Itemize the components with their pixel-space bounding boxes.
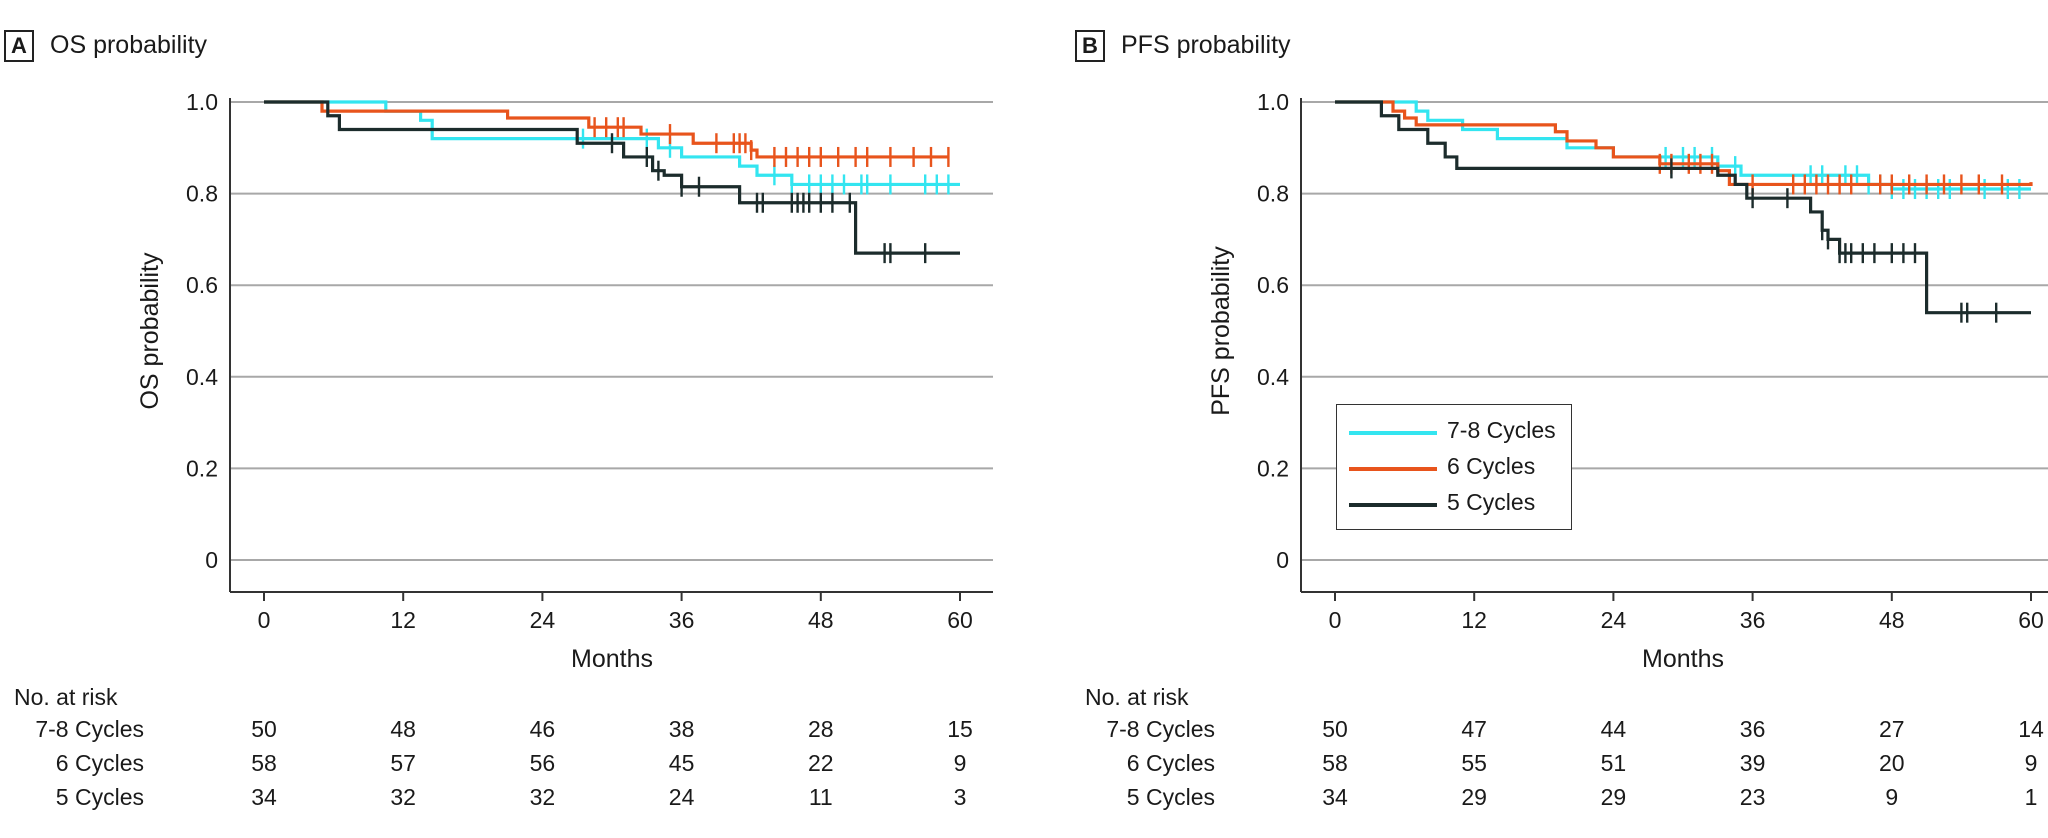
x-tick-label: 48 bbox=[808, 607, 834, 633]
at-risk-value: 39 bbox=[1739, 750, 1766, 776]
at-risk-value: 57 bbox=[390, 750, 416, 776]
at-risk-value: 58 bbox=[251, 750, 277, 776]
at-risk-row-name: 7-8 Cycles bbox=[1106, 716, 1215, 742]
x-tick-label: 12 bbox=[1461, 607, 1487, 633]
at-risk-value: 14 bbox=[2018, 716, 2044, 742]
at-risk-value: 27 bbox=[1879, 716, 1905, 742]
legend-swatch bbox=[1349, 431, 1437, 435]
pfs-chart: 0 0.2 0.4 0.6 0.8 1.0 0 12 24 36 48 60 Months PFS pro… bbox=[1207, 89, 2048, 673]
at-risk-value: 58 bbox=[1322, 750, 1348, 776]
x-axis-label: Months bbox=[1642, 645, 1724, 673]
at-risk-row: 6 Cycles 58 55 51 39 20 9 bbox=[1071, 750, 2048, 784]
at-risk-value: 38 bbox=[668, 716, 695, 742]
at-risk-row-name: 6 Cycles bbox=[1126, 750, 1215, 776]
at-risk-value: 29 bbox=[1461, 784, 1487, 810]
legend: 7-8 Cycles 6 Cycles 5 Cycles bbox=[1336, 404, 1572, 530]
at-risk-value: 1 bbox=[2024, 784, 2038, 810]
x-tick-label: 60 bbox=[947, 607, 973, 633]
panel-tag: A bbox=[4, 30, 34, 62]
km-curve-5-cycles bbox=[264, 100, 960, 255]
at-risk-row: 7-8 Cycles 50 48 46 38 28 15 bbox=[0, 716, 1024, 750]
y-axis-label: PFS probability bbox=[1207, 246, 1235, 416]
at-risk-value: 15 bbox=[947, 716, 973, 742]
at-risk-value: 56 bbox=[529, 750, 556, 776]
y-tick-label: 0.8 bbox=[1257, 181, 1289, 207]
y-axis-label: OS probability bbox=[136, 252, 164, 410]
x-tick-label: 36 bbox=[1740, 607, 1766, 633]
legend-label: 5 Cycles bbox=[1447, 489, 1536, 515]
at-risk-row: 7-8 Cycles 50 47 44 36 27 14 bbox=[1071, 716, 2048, 750]
at-risk-value: 11 bbox=[808, 784, 833, 810]
x-tick-label: 0 bbox=[258, 607, 271, 633]
at-risk-row-name: 5 Cycles bbox=[55, 784, 144, 810]
km-curve-6-cycles bbox=[264, 100, 949, 159]
panel-a: A OS probability 0 0.2 0.4 0.6 0.8 1.0 0 12 24 36… bbox=[0, 30, 1024, 818]
at-risk-value: 46 bbox=[529, 716, 556, 742]
x-axis-label: Months bbox=[571, 645, 653, 673]
at-risk-value: 9 bbox=[953, 750, 967, 776]
at-risk-row: 5 Cycles 34 32 32 24 11 3 bbox=[0, 784, 1024, 818]
at-risk-value: 9 bbox=[1885, 784, 1899, 810]
at-risk-value: 32 bbox=[529, 784, 556, 810]
at-risk-value: 22 bbox=[808, 750, 834, 776]
at-risk-value: 34 bbox=[251, 784, 277, 810]
at-risk-row-name: 6 Cycles bbox=[55, 750, 144, 776]
at-risk-value: 36 bbox=[1739, 716, 1766, 742]
at-risk-value: 20 bbox=[1879, 750, 1905, 776]
x-tick-label: 60 bbox=[2018, 607, 2044, 633]
at-risk-value: 45 bbox=[668, 750, 695, 776]
km-curve-5-cycles bbox=[1335, 100, 2031, 315]
at-risk-row-name: 5 Cycles bbox=[1126, 784, 1215, 810]
y-tick-label: 0.6 bbox=[1257, 272, 1289, 298]
legend-swatch bbox=[1349, 467, 1437, 471]
x-tick-label: 24 bbox=[530, 607, 556, 633]
at-risk-value: 48 bbox=[390, 716, 416, 742]
legend-label: 6 Cycles bbox=[1447, 453, 1536, 479]
at-risk-value: 9 bbox=[2024, 750, 2038, 776]
at-risk-value: 24 bbox=[668, 784, 695, 810]
x-tick-label: 24 bbox=[1601, 607, 1627, 633]
legend-swatch bbox=[1349, 503, 1437, 507]
at-risk-value: 29 bbox=[1600, 784, 1627, 810]
y-tick-label: 0.4 bbox=[186, 364, 218, 390]
at-risk-value: 44 bbox=[1600, 716, 1627, 742]
at-risk-row-name: 7-8 Cycles bbox=[35, 716, 144, 742]
legend-label: 7-8 Cycles bbox=[1447, 417, 1556, 443]
at-risk-label: No. at risk bbox=[14, 684, 118, 710]
km-curve-6-cycles bbox=[1335, 100, 2033, 187]
x-tick-label: 48 bbox=[1879, 607, 1905, 633]
at-risk-value: 28 bbox=[808, 716, 834, 742]
y-tick-label: 0.2 bbox=[186, 455, 218, 481]
at-risk-row: 5 Cycles 34 29 29 23 9 1 bbox=[1071, 784, 2048, 818]
y-tick-label: 1.0 bbox=[1257, 89, 1289, 115]
panel-b: B PFS probability 0 0.2 0.4 0.6 0.8 1.0 0 12 24 3… bbox=[1071, 0, 2048, 838]
y-tick-label: 0 bbox=[205, 547, 218, 573]
panel-title: PFS probability bbox=[1121, 31, 1291, 59]
at-risk-value: 50 bbox=[1322, 716, 1348, 742]
y-tick-label: 0.4 bbox=[1257, 364, 1289, 390]
y-tick-label: 0 bbox=[1276, 547, 1289, 573]
at-risk-value: 47 bbox=[1461, 716, 1487, 742]
at-risk-value: 50 bbox=[251, 716, 277, 742]
x-tick-label: 36 bbox=[669, 607, 695, 633]
at-risk-value: 55 bbox=[1461, 750, 1487, 776]
at-risk-row: 6 Cycles 58 57 56 45 22 9 bbox=[0, 750, 1024, 784]
x-tick-label: 12 bbox=[390, 607, 416, 633]
at-risk-value: 32 bbox=[390, 784, 416, 810]
y-tick-label: 0.2 bbox=[1257, 455, 1289, 481]
panel-title: OS probability bbox=[50, 31, 208, 59]
at-risk-value: 23 bbox=[1739, 784, 1766, 810]
at-risk-label: No. at risk bbox=[1085, 684, 1189, 710]
y-tick-label: 0.8 bbox=[186, 181, 218, 207]
at-risk-value: 3 bbox=[953, 784, 967, 810]
panel-tag: B bbox=[1075, 30, 1105, 62]
y-tick-label: 1.0 bbox=[186, 89, 218, 115]
os-chart: 0 0.2 0.4 0.6 0.8 1.0 0 12 24 36 48 60 Months OS prob… bbox=[136, 89, 993, 673]
y-tick-label: 0.6 bbox=[186, 272, 218, 298]
at-risk-value: 34 bbox=[1322, 784, 1348, 810]
x-tick-label: 0 bbox=[1329, 607, 1342, 633]
at-risk-value: 51 bbox=[1600, 750, 1627, 776]
